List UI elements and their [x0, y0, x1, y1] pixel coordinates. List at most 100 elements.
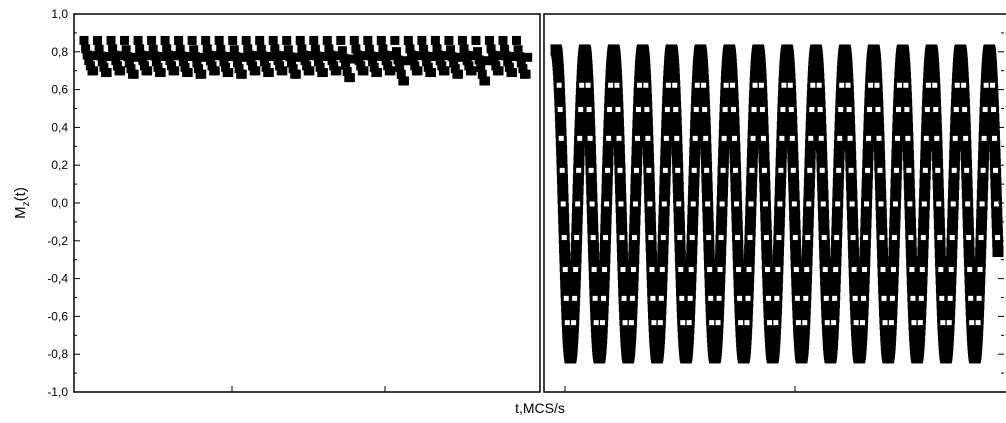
- data-point: [887, 290, 899, 302]
- data-point: [569, 278, 581, 290]
- data-point: [803, 206, 815, 218]
- data-point: [629, 214, 641, 226]
- data-point: [582, 74, 594, 86]
- marker-highlight: [835, 201, 841, 207]
- data-point: [674, 240, 686, 252]
- data-point: [919, 188, 931, 200]
- data-point: [934, 246, 946, 258]
- data-point: [599, 261, 611, 273]
- marker-highlight: [564, 320, 570, 326]
- data-point: [131, 52, 141, 62]
- data-point: [857, 305, 869, 317]
- marker-highlight: [645, 135, 651, 141]
- data-point: [730, 181, 742, 193]
- data-point: [758, 161, 770, 173]
- data-point: [730, 191, 742, 203]
- data-point: [99, 62, 109, 72]
- data-point: [891, 149, 903, 161]
- data-point: [198, 52, 208, 62]
- data-point: [900, 84, 912, 96]
- data-point: [819, 248, 831, 260]
- data-point: [583, 109, 595, 121]
- data-point: [758, 142, 770, 154]
- data-point: [701, 171, 713, 183]
- marker-highlight: [679, 295, 685, 301]
- data-point: [282, 35, 292, 45]
- data-point: [790, 266, 802, 278]
- data-point: [887, 273, 899, 285]
- data-point: [325, 50, 335, 60]
- data-point: [298, 50, 308, 60]
- marker-highlight: [644, 107, 650, 113]
- data-point: [333, 51, 343, 61]
- marker-highlight: [903, 82, 909, 88]
- data-point: [906, 274, 918, 286]
- data-point: [359, 66, 369, 76]
- data-point: [515, 52, 525, 62]
- marker-highlight: [572, 295, 578, 301]
- data-point: [151, 57, 161, 67]
- data-point: [720, 89, 732, 101]
- data-point: [570, 242, 582, 254]
- data-point: [669, 93, 681, 105]
- data-point: [660, 156, 672, 168]
- data-point: [775, 157, 787, 169]
- data-point: [960, 158, 972, 170]
- data-point: [973, 298, 985, 310]
- data-point: [102, 68, 112, 78]
- data-point: [628, 252, 640, 264]
- data-point: [586, 193, 598, 205]
- data-point: [774, 186, 786, 198]
- data-point: [643, 182, 655, 194]
- marker-highlight: [560, 201, 566, 207]
- data-point: [659, 185, 671, 197]
- data-point: [904, 208, 916, 220]
- data-point: [792, 299, 804, 311]
- data-point: [670, 117, 682, 129]
- data-point: [558, 213, 570, 225]
- data-point: [688, 185, 700, 197]
- data-point: [629, 224, 641, 236]
- data-point: [618, 301, 630, 313]
- marker-highlight: [923, 135, 929, 141]
- data-point: [631, 155, 643, 167]
- data-point: [614, 153, 626, 165]
- data-point: [258, 51, 268, 61]
- marker-highlight: [848, 167, 854, 173]
- data-point: [947, 208, 959, 220]
- data-point: [273, 56, 283, 66]
- data-point: [174, 35, 184, 45]
- data-point: [733, 267, 745, 279]
- data-point: [481, 76, 491, 86]
- data-point: [509, 51, 519, 61]
- data-point: [790, 257, 802, 269]
- marker-highlight: [646, 167, 652, 173]
- data-point: [112, 61, 122, 71]
- data-point: [559, 251, 571, 263]
- marker-highlight: [708, 295, 714, 301]
- data-point: [917, 246, 929, 258]
- marker-highlight: [882, 320, 888, 326]
- data-point: [777, 89, 789, 101]
- data-point: [366, 51, 376, 61]
- marker-highlight: [852, 295, 858, 301]
- marker-highlight: [969, 320, 975, 326]
- data-point: [641, 109, 653, 121]
- data-point: [640, 86, 652, 98]
- data-point: [816, 170, 828, 182]
- data-point: [729, 161, 741, 173]
- data-point: [757, 124, 769, 136]
- data-point: [876, 238, 888, 250]
- data-point: [646, 277, 658, 289]
- data-point: [627, 279, 639, 291]
- data-point: [989, 139, 1001, 151]
- data-point: [977, 160, 989, 172]
- marker-highlight: [967, 267, 973, 273]
- data-point: [600, 223, 612, 235]
- data-point: [268, 35, 278, 45]
- data-point: [872, 106, 884, 118]
- data-point: [980, 84, 992, 96]
- data-point: [934, 237, 946, 249]
- data-point: [726, 68, 738, 80]
- data-point: [863, 113, 875, 125]
